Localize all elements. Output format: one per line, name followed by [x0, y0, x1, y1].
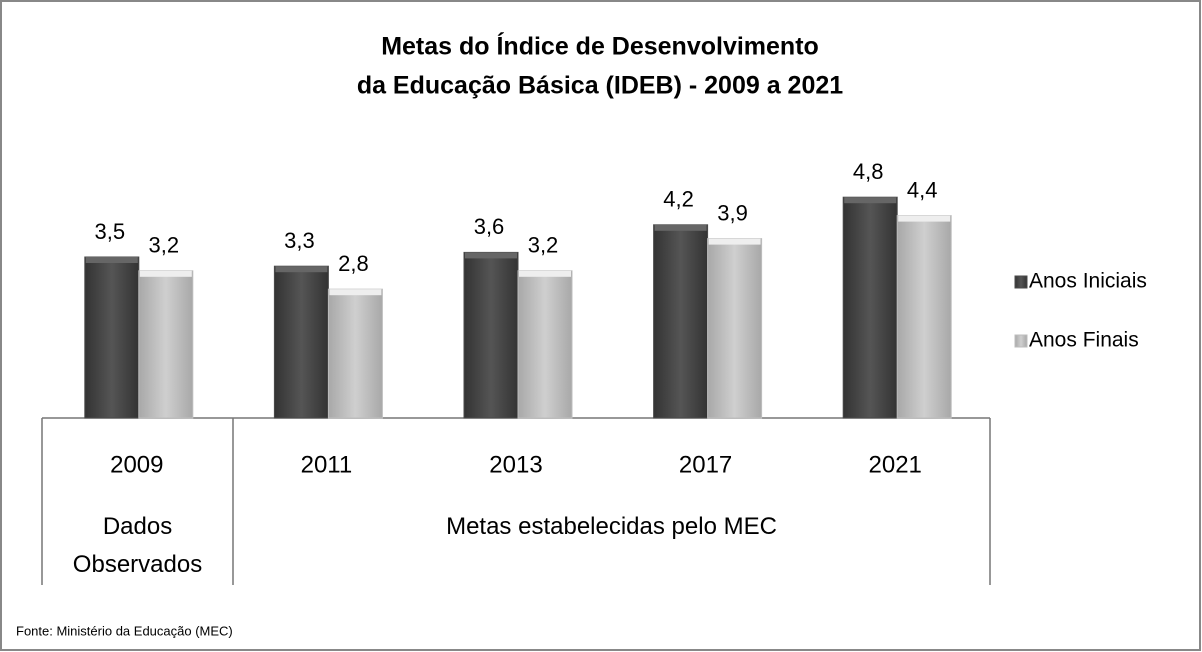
- bar: [327, 288, 383, 419]
- bar-cap: [898, 215, 951, 222]
- value-label: 2,8: [338, 251, 369, 276]
- bar-cap: [139, 270, 192, 277]
- bar: [517, 270, 573, 419]
- x-tick-label: 2013: [489, 451, 542, 478]
- bar-cap: [708, 238, 761, 245]
- bar-cap: [329, 289, 382, 296]
- bar: [707, 238, 763, 419]
- legend-label: Anos Finais: [1029, 329, 1139, 352]
- value-label: 3,5: [95, 219, 126, 244]
- legend-label: Anos Iniciais: [1029, 270, 1147, 293]
- legend-swatch: [1014, 334, 1028, 348]
- bar-cap: [465, 252, 517, 259]
- bar: [273, 265, 329, 419]
- value-label: 3,3: [284, 228, 315, 253]
- x-tick-label: 2021: [869, 451, 922, 478]
- source: Fonte: Ministério da Educação (MEC): [16, 623, 233, 638]
- chart-subtitle: da Educação Básica (IDEB) - 2009 a 2021: [357, 72, 843, 100]
- value-label: 4,2: [663, 187, 694, 212]
- bar: [842, 196, 898, 419]
- value-label: 4,8: [853, 159, 884, 184]
- bar-cap: [519, 270, 571, 277]
- bar: [896, 215, 952, 419]
- bar: [138, 270, 194, 419]
- bar: [653, 224, 709, 419]
- group-label: Dados Observados: [72, 513, 203, 578]
- bar-cap: [85, 257, 138, 263]
- bar-cap: [275, 266, 328, 273]
- bar-cap: [654, 224, 707, 231]
- value-label: 4,4: [907, 177, 938, 202]
- x-tick-label: 2017: [679, 451, 732, 478]
- value-label: 3,9: [717, 200, 748, 225]
- group-label: Metas estabelecidas pelo MEC: [446, 513, 777, 540]
- value-label: 3,6: [474, 214, 505, 239]
- value-label: 3,2: [149, 233, 180, 258]
- x-tick-label: 2011: [301, 451, 353, 478]
- bar: [84, 256, 140, 419]
- bar-cap: [844, 197, 897, 204]
- legend-swatch: [1014, 275, 1028, 289]
- x-tick-label: 2009: [110, 451, 163, 478]
- bar: [463, 251, 519, 419]
- chart-title: Metas do Índice de Desenvolvimento: [381, 32, 819, 61]
- value-label: 3,2: [528, 233, 559, 258]
